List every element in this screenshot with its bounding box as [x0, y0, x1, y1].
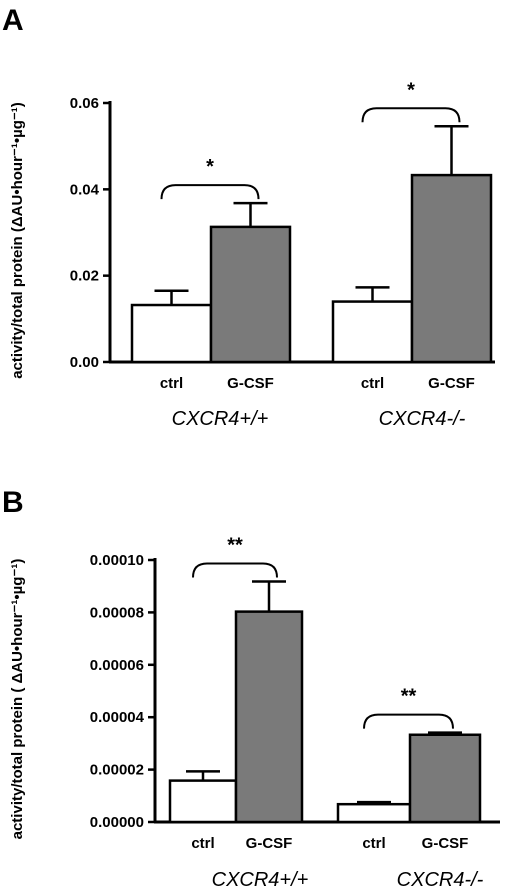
category-label: G-CSF	[227, 375, 274, 392]
significance-bracket	[361, 107, 461, 123]
significance-marker: *	[206, 156, 214, 178]
category-label: G-CSF	[428, 375, 475, 392]
significance-bracket	[192, 562, 278, 578]
y-tick-label: 0.04	[70, 181, 100, 198]
group-label: CXCR4-/-	[397, 869, 484, 891]
y-tick-label: 0.02	[70, 268, 99, 285]
category-label: ctrl	[160, 375, 183, 392]
category-label: G-CSF	[422, 835, 469, 852]
y-tick-label: 0.00004	[90, 709, 145, 726]
bar-g-csf	[408, 733, 482, 824]
y-tick-label: 0.00006	[90, 657, 144, 674]
panel-letter: B	[2, 486, 24, 519]
category-label: ctrl	[361, 375, 384, 392]
category-label: ctrl	[362, 835, 385, 852]
significance-bracket	[160, 184, 260, 200]
bar-ctrl	[130, 303, 213, 364]
group-label: CXCR4-/-	[379, 408, 466, 430]
category-label: ctrl	[191, 835, 214, 852]
significance-bracket	[363, 713, 454, 729]
bar-ctrl	[336, 802, 412, 824]
y-tick-label: 0.00008	[90, 604, 144, 621]
y-axis-label: activity/total protein ( ΔAU•hour⁻¹•µg⁻¹…	[9, 559, 26, 840]
bar-g-csf	[410, 173, 493, 364]
y-axis-label: activity/total protein (ΔAU•hour⁻¹•µg⁻¹)	[9, 102, 26, 379]
category-label: G-CSF	[246, 835, 293, 852]
bar-ctrl	[331, 300, 414, 364]
bar-ctrl	[168, 779, 238, 824]
group-label: CXCR4+/+	[212, 869, 309, 891]
y-tick-label: 0.00002	[90, 762, 144, 779]
y-tick-label: 0.00000	[90, 814, 144, 831]
significance-marker: **	[227, 534, 243, 556]
significance-marker: *	[407, 79, 415, 101]
significance-marker: **	[401, 686, 417, 708]
panel-letter: A	[2, 4, 24, 37]
bar-g-csf	[209, 225, 292, 364]
y-tick-label: 0.00010	[90, 552, 144, 569]
y-tick-label: 0.00	[70, 354, 99, 371]
bar-g-csf	[234, 610, 304, 824]
group-label: CXCR4+/+	[172, 408, 269, 430]
y-tick-label: 0.06	[70, 95, 99, 112]
